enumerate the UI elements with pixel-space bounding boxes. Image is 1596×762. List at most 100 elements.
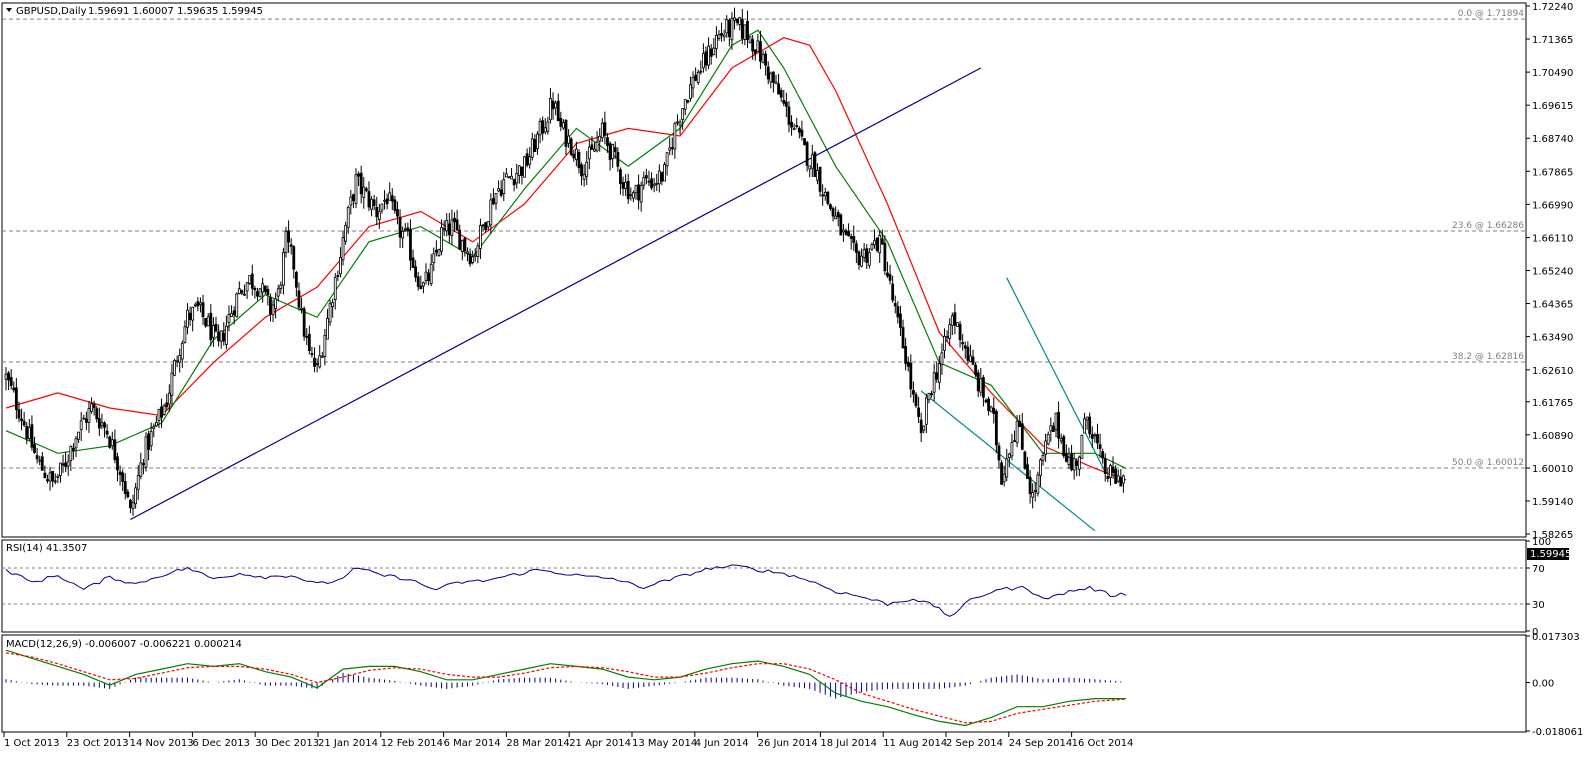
price-tick-label: 1.65240 (1532, 266, 1573, 277)
candle-body (567, 135, 570, 144)
candle-body (419, 285, 423, 290)
candle-body (492, 198, 495, 205)
candle-body (543, 127, 547, 133)
candle-body (647, 180, 651, 183)
candle-body (274, 298, 278, 309)
candle-body (515, 173, 519, 184)
candle-body (59, 462, 62, 476)
price-tick-label: 1.58265 (1532, 530, 1573, 541)
candle-body (1018, 421, 1022, 427)
candle-body (331, 302, 335, 307)
fast-moving-average-line (5, 29, 1127, 469)
candle-body (727, 19, 731, 37)
candle-body (709, 48, 713, 57)
candle-body (22, 420, 26, 426)
time-tick-label: 18 Jul 2014 (820, 738, 877, 749)
candle-body (214, 323, 218, 332)
candle-body (888, 274, 892, 281)
candle-body (14, 387, 18, 410)
candle-body (870, 244, 874, 250)
candle-body (668, 147, 672, 151)
candle-body (717, 34, 721, 39)
macd-pane[interactable]: 0.017303 0.00 -0.018061 MACD(12,26,9) -0.0… (1, 632, 1583, 738)
candle-body (917, 407, 920, 417)
candle-body (53, 480, 57, 483)
time-tick-label: 6 Dec 2013 (192, 738, 250, 749)
candle-body (416, 276, 420, 287)
candle-body (580, 164, 583, 177)
candle-body (64, 462, 68, 467)
candle-body (665, 152, 669, 167)
candle-body (46, 479, 49, 482)
candle-body (714, 35, 718, 49)
candle-body (349, 196, 353, 206)
candle-body (178, 355, 182, 363)
candle-body (499, 189, 503, 196)
candle-body (245, 282, 249, 292)
candle-body (414, 266, 418, 278)
candle-body (173, 360, 176, 376)
candle-body (782, 100, 786, 104)
chart-header: GBPUSD,Daily 1.59691 1.60007 1.59635 1.5… (6, 6, 263, 17)
candle-body (637, 184, 640, 201)
candle-body (1057, 412, 1060, 439)
macd-tick-label: 0.00 (1532, 678, 1554, 689)
candle-body (937, 363, 941, 383)
candle-body (284, 230, 288, 253)
candle-body (632, 192, 635, 199)
candle-body (437, 249, 441, 256)
candle-body (992, 408, 996, 414)
time-tick-label: 13 May 2014 (632, 738, 697, 749)
candle-body (1033, 489, 1037, 492)
candle-body (935, 372, 939, 380)
candle-body (1052, 425, 1055, 432)
candle-body (427, 272, 430, 281)
candle-body (587, 146, 591, 160)
rsi-tick-label: 30 (1532, 600, 1545, 611)
candle-body (611, 144, 615, 159)
candle-body (704, 51, 708, 66)
price-tick-label: 1.71365 (1532, 35, 1573, 46)
candle-body (455, 219, 459, 231)
candle-body (1028, 476, 1032, 494)
candle-body (753, 49, 757, 55)
time-tick-label: 2 Sep 2014 (946, 738, 1003, 749)
candle-body (740, 18, 744, 39)
candle-body (730, 18, 734, 41)
candle-body (201, 302, 205, 318)
candle-body (450, 219, 454, 236)
rsi-pane[interactable]: 100 70 30 0 RSI(14) 41.3507 (1, 537, 1551, 638)
candle-body (258, 288, 262, 298)
candle-body (232, 310, 236, 316)
candle-body (240, 290, 244, 294)
candle-body (398, 216, 402, 238)
candle-body (1002, 473, 1006, 483)
candle-body (61, 463, 65, 466)
time-tick-label: 24 Sep 2014 (1009, 738, 1072, 749)
price-tick-label: 1.66990 (1532, 200, 1573, 211)
candle-body (440, 227, 443, 252)
price-tick-label: 1.67865 (1532, 167, 1573, 178)
candle-body (224, 325, 228, 345)
price-pane[interactable]: 0.0 @ 1.71894 23.6 @ 1.66286 38.2 @ 1.6281… (1, 2, 1573, 560)
candle-body (341, 237, 345, 261)
price-tick-label: 1.63490 (1532, 333, 1573, 344)
candle-body (966, 346, 970, 361)
candle-body (9, 377, 13, 387)
time-tick-label: 1 Oct 2013 (4, 738, 59, 749)
candle-body (956, 322, 959, 327)
candle-body (733, 17, 736, 21)
candle-body (507, 176, 511, 179)
candle-body (422, 282, 425, 287)
candle-body (504, 173, 508, 178)
candle-body (92, 403, 96, 409)
candle-body (367, 191, 371, 208)
candle-body (585, 161, 589, 177)
candle-body (792, 128, 796, 131)
dropdown-triangle-icon[interactable] (6, 8, 12, 12)
candle-body (678, 121, 682, 126)
candle-body (235, 293, 239, 318)
candle-body (906, 361, 910, 367)
